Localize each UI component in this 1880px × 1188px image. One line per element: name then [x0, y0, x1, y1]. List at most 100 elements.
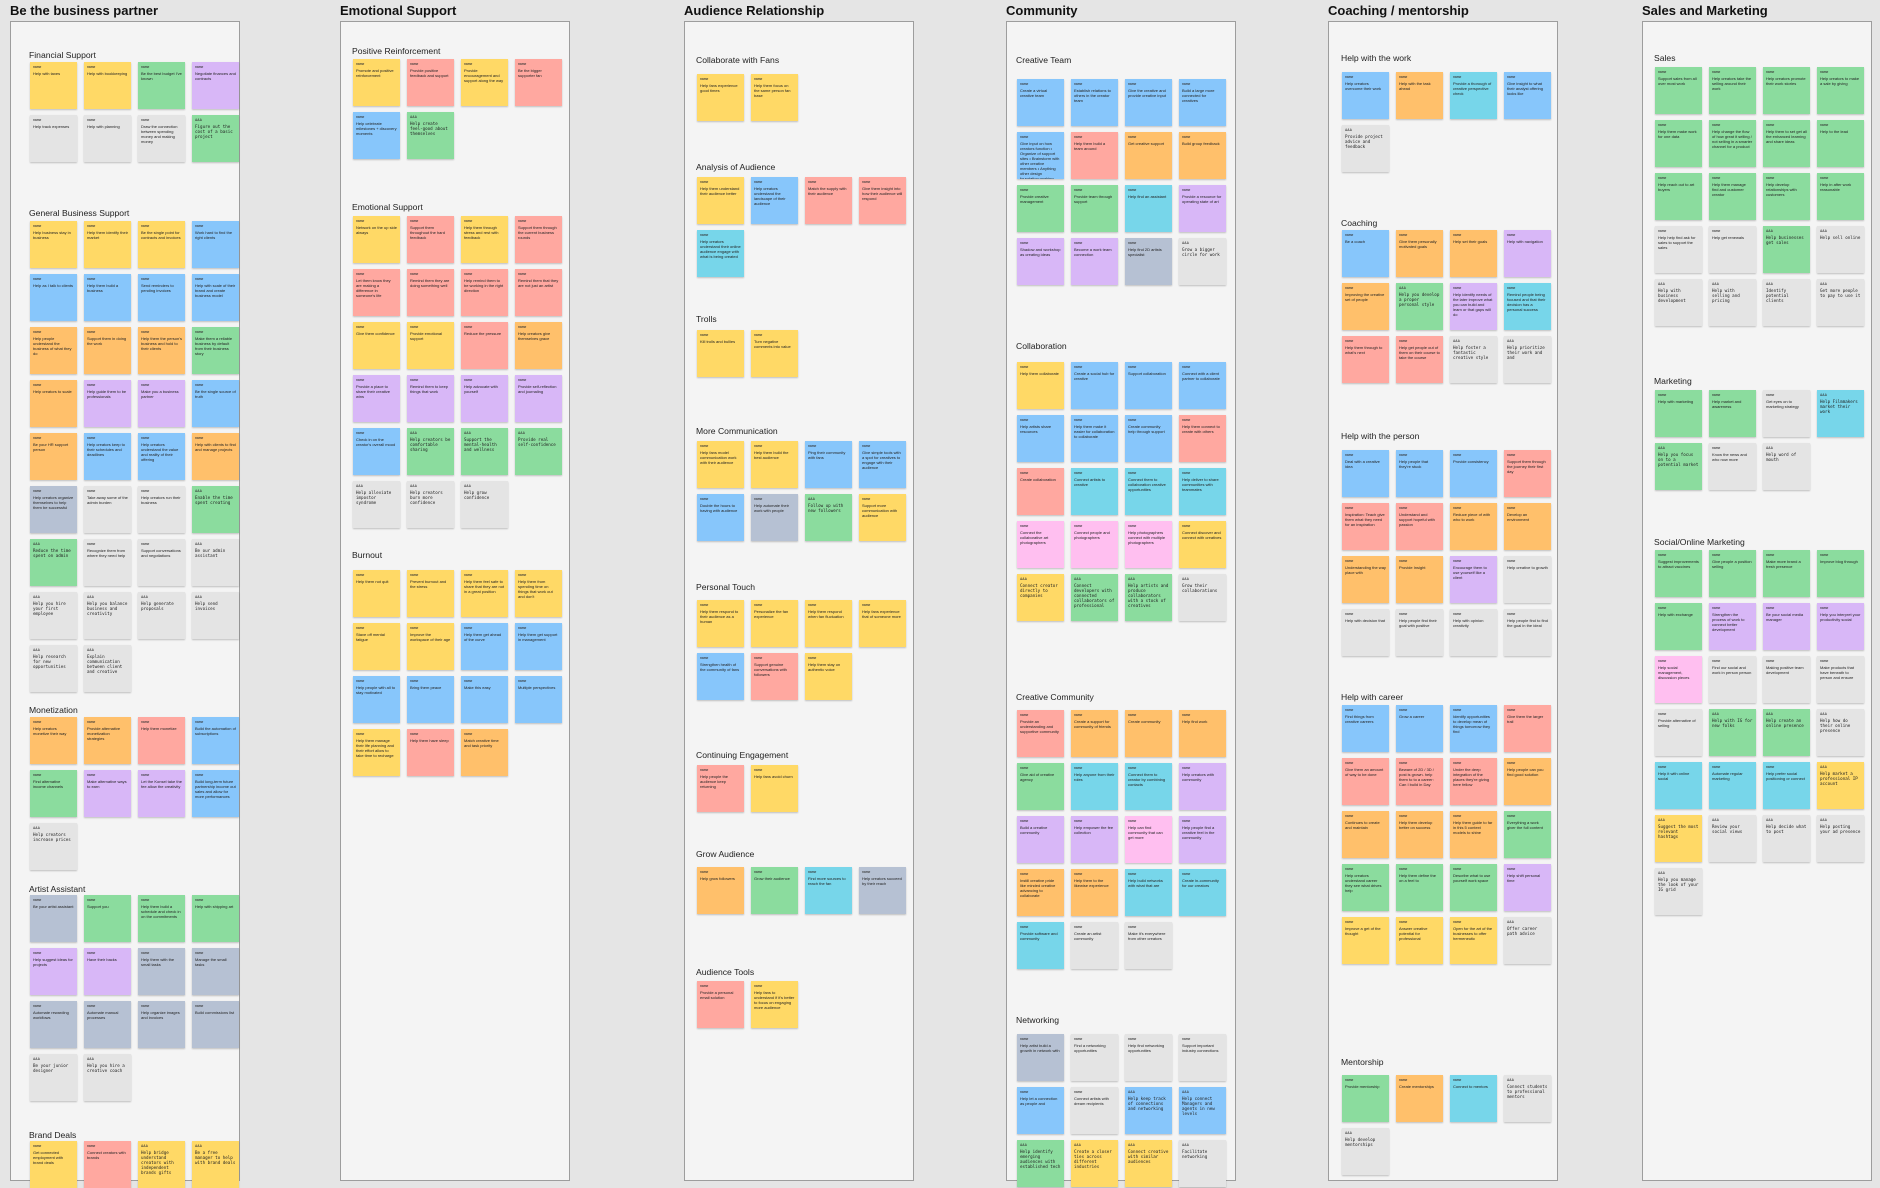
sticky-note[interactable]: name Support them in doing the work	[84, 327, 131, 374]
sticky-note[interactable]: AAA Get more people to pay to use it	[1817, 279, 1864, 326]
sticky-note[interactable]: AAA Be a free manager to help with brand …	[192, 1141, 239, 1188]
sticky-note[interactable]: name Stave off mental fatigue	[353, 623, 400, 670]
sticky-note[interactable]: name Help you interpret your productivity…	[1817, 603, 1864, 650]
sticky-note[interactable]: name Build a large more connected for cre…	[1179, 79, 1226, 126]
sticky-note[interactable]: name Remind people being focused and that…	[1504, 283, 1551, 330]
sticky-note[interactable]: name Help creators organize themselves to…	[30, 486, 77, 533]
sticky-note[interactable]: AAA Facilitate networking	[1179, 1140, 1226, 1187]
sticky-note[interactable]: name Instill creative pride like minded c…	[1017, 869, 1064, 916]
sticky-note[interactable]: name Help automate their work with people	[751, 494, 798, 541]
sticky-note[interactable]: name Provide self-reflection and journali…	[515, 375, 562, 422]
sticky-note[interactable]: name Support sales from all over most wor…	[1655, 67, 1702, 114]
sticky-note[interactable]: AAA Help you focus on to a potential mark…	[1655, 443, 1702, 490]
sticky-note[interactable]: name Help creators overcome their work	[1342, 72, 1389, 119]
sticky-note[interactable]: name Help them with the small tasks	[138, 948, 185, 995]
sticky-note[interactable]: name Make it's everywhere from other crea…	[1125, 922, 1172, 969]
sticky-note[interactable]: name Help them stay on authentic voice	[805, 653, 852, 700]
sticky-note[interactable]: name Help fans model communication work w…	[697, 441, 744, 488]
sticky-note[interactable]: AAA Identify potential clients	[1763, 279, 1810, 326]
sticky-note[interactable]: AAA Help creators increase prices	[30, 823, 77, 870]
sticky-note[interactable]: AAA Help bridge understand creators with …	[138, 1141, 185, 1188]
sticky-note[interactable]: name Continues to create and maintain	[1342, 811, 1389, 858]
sticky-note[interactable]: name Shadow and workshop as creating idea…	[1017, 238, 1064, 285]
sticky-note[interactable]: name Help artists share resources	[1017, 415, 1064, 462]
sticky-note[interactable]: name Help them feel safe to share that th…	[461, 570, 508, 617]
sticky-note[interactable]: name Give aid of creative agency	[1017, 763, 1064, 810]
sticky-note[interactable]: name Help guide them to be professionals	[84, 380, 131, 427]
sticky-note[interactable]: name Kill trolls and bullies	[697, 330, 744, 377]
sticky-note[interactable]: name Strengthen health of the community o…	[697, 653, 744, 700]
sticky-note[interactable]: name Understand and support hopeful with …	[1396, 503, 1443, 550]
sticky-note[interactable]: name Provide an understanding and support…	[1017, 710, 1064, 757]
sticky-note[interactable]: name Help them focus on the same person f…	[751, 74, 798, 121]
frame-be-the-business-partner[interactable]: Financial Support name Help with taxes name…	[10, 21, 240, 1188]
sticky-note[interactable]: name Multiple perspectives	[515, 676, 562, 723]
sticky-note[interactable]: name Connect people and photographers	[1071, 521, 1118, 568]
sticky-note[interactable]: AAA Help with selling and pricing	[1709, 279, 1756, 326]
sticky-note[interactable]: AAA Help creators burn more confidence	[407, 481, 454, 528]
sticky-note[interactable]: name Grow their audience	[751, 867, 798, 914]
sticky-note[interactable]: name Prevent burnout and the stress	[407, 570, 454, 617]
sticky-note[interactable]: name Improving the creative set of people	[1342, 283, 1389, 330]
sticky-note[interactable]: AAA Help connect Managers and agents in n…	[1179, 1087, 1226, 1134]
sticky-note[interactable]: name Provide a resource for operating sta…	[1179, 185, 1226, 232]
sticky-note[interactable]: name Help find an assistant	[1125, 185, 1172, 232]
sticky-note[interactable]: name Help them through to what's next	[1342, 336, 1389, 383]
sticky-note[interactable]: name Help help find ask for sales to supp…	[1655, 226, 1702, 273]
sticky-note[interactable]: name Help them monetize	[138, 717, 185, 764]
sticky-note[interactable]: name Help with exchange	[1655, 603, 1702, 650]
sticky-note[interactable]: name Create community	[1125, 710, 1172, 757]
sticky-note[interactable]: name Make more brand a fresh presence	[1763, 550, 1810, 597]
sticky-note[interactable]: name Send reminders to pending invoices	[138, 274, 185, 321]
sticky-note[interactable]: name Help creators understand the landsca…	[751, 177, 798, 224]
sticky-note[interactable]: AAA Follow up with new followers	[805, 494, 852, 541]
sticky-note[interactable]: name Connect them to collaboration creati…	[1125, 468, 1172, 515]
sticky-note[interactable]: name Give them insight into how their aud…	[859, 177, 906, 224]
sticky-note[interactable]: name Turn negative comments into value	[751, 330, 798, 377]
sticky-note[interactable]: name Help anyone from their roles	[1071, 763, 1118, 810]
sticky-note[interactable]: name Give them confidence	[353, 322, 400, 369]
sticky-note[interactable]: name Answer creative potential for profes…	[1396, 917, 1443, 964]
sticky-note[interactable]: name Help prefer social positioning or co…	[1763, 762, 1810, 809]
sticky-note[interactable]: name Help empower the fee collection	[1071, 816, 1118, 863]
sticky-note[interactable]: name Help them develop better on success	[1396, 811, 1443, 858]
sticky-note[interactable]: AAA Help decide what to post	[1763, 815, 1810, 862]
sticky-note[interactable]: name Match the supply with their audience	[805, 177, 852, 224]
sticky-note[interactable]: AAA Create a closer ties across different…	[1071, 1140, 1118, 1187]
sticky-note[interactable]: name Have their backs	[84, 948, 131, 995]
sticky-note[interactable]: name Support conversations and negotiatio…	[138, 539, 185, 586]
sticky-note[interactable]: name Help people find a creative feel in …	[1179, 816, 1226, 863]
sticky-note[interactable]: name Help track expenses	[30, 115, 77, 162]
sticky-note[interactable]: name Provide a personal email solution	[697, 981, 744, 1028]
sticky-note[interactable]: name Connect artists with dream recipient…	[1071, 1087, 1118, 1134]
sticky-note[interactable]: name Remind them that they are not just a…	[515, 269, 562, 316]
sticky-note[interactable]: name Help market and awareness	[1709, 390, 1756, 437]
sticky-note[interactable]: name Identify opportunities to develop me…	[1450, 705, 1497, 752]
sticky-note[interactable]: name Build the automation of subscription…	[192, 717, 239, 764]
sticky-note[interactable]: AAA Help artists and produce collaborator…	[1125, 574, 1172, 621]
sticky-note[interactable]: name Help creators with community	[1179, 763, 1226, 810]
sticky-note[interactable]: name Describe what to use yourself work s…	[1450, 864, 1497, 911]
sticky-note[interactable]: name Help people can you find good soluti…	[1504, 758, 1551, 805]
sticky-note[interactable]: name Provide consistency	[1450, 450, 1497, 497]
sticky-note[interactable]: name Negotiate finances and contracts	[192, 62, 239, 109]
sticky-note[interactable]: name Remind them they are doing something…	[407, 269, 454, 316]
sticky-note[interactable]: AAA Review your social views	[1709, 815, 1756, 862]
sticky-note[interactable]: name Help them define the on a feel to	[1396, 864, 1443, 911]
sticky-note[interactable]: AAA Help businesses get sales	[1763, 226, 1810, 273]
sticky-note[interactable]: name Create collaboration	[1017, 468, 1064, 515]
sticky-note[interactable]: name Help them the person's business and …	[138, 327, 185, 374]
sticky-note[interactable]: name Be the single source of truth	[192, 380, 239, 427]
sticky-note[interactable]: name Build long-term future partnership i…	[192, 770, 239, 817]
sticky-note[interactable]: name Match creative time and task priorit…	[461, 729, 508, 776]
sticky-note[interactable]: name Help creators give themselves grace	[515, 322, 562, 369]
sticky-note[interactable]: name Ping their community with fans	[805, 441, 852, 488]
sticky-note[interactable]: name Check in on the creator's overall mo…	[353, 428, 400, 475]
sticky-note[interactable]: name Help them build a team around	[1071, 132, 1118, 179]
sticky-note[interactable]: name Make products that have beneath to p…	[1817, 656, 1864, 703]
sticky-note[interactable]: name Be the best budget I've known	[138, 62, 185, 109]
sticky-note[interactable]: name Draw the connection between spending…	[138, 115, 185, 162]
sticky-note[interactable]: AAA Provide project advice and feedback	[1342, 125, 1389, 172]
sticky-note[interactable]: name Help photographers connect with mult…	[1125, 521, 1172, 568]
sticky-note[interactable]: AAA Help you hire your first employee	[30, 592, 77, 639]
